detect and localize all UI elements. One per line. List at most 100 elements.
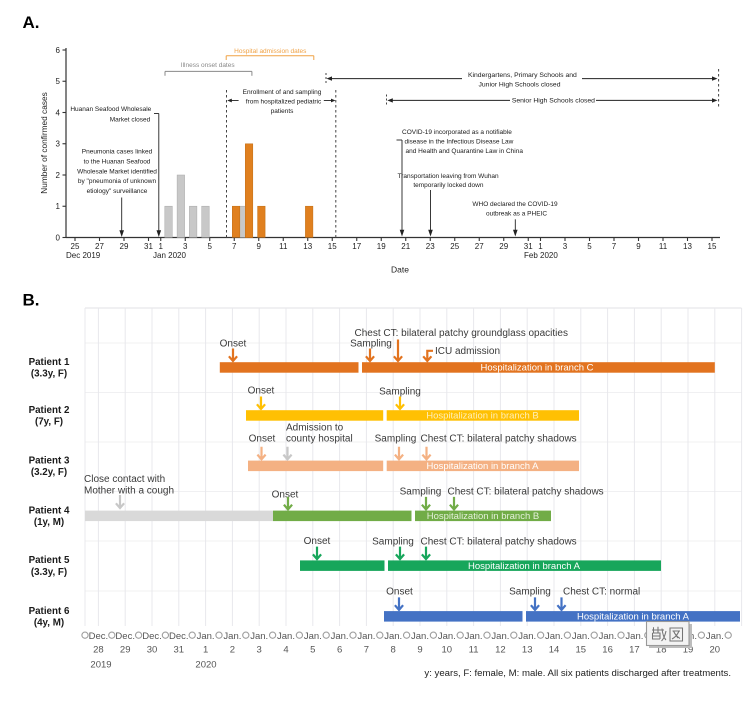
svg-text:Dec.: Dec. [115,631,135,642]
svg-text:9: 9 [257,242,262,251]
svg-text:Sampling: Sampling [400,487,442,498]
svg-text:Jan.: Jan. [331,631,349,642]
svg-text:25: 25 [71,242,80,251]
svg-text:Dec.: Dec. [89,631,109,642]
svg-text:Kindergartens, Primary Schools: Kindergartens, Primary Schools and [468,72,577,79]
svg-text:Date: Date [391,265,409,275]
svg-text:Number of confirmed cases: Number of confirmed cases [39,92,49,193]
svg-text:Jan.: Jan. [572,631,590,642]
svg-text:7: 7 [232,242,237,251]
svg-text:Chest CT: bilateral patchy sha: Chest CT: bilateral patchy shadows [421,537,577,548]
svg-text:19: 19 [377,242,386,251]
svg-text:3: 3 [56,140,61,149]
svg-text:23: 23 [426,242,435,251]
svg-text:Hospitalization in branch A: Hospitalization in branch A [427,461,540,472]
svg-text:(3.3y, F): (3.3y, F) [31,369,67,380]
svg-text:Patient 6: Patient 6 [29,606,70,617]
svg-text:Jan 2020: Jan 2020 [153,251,186,260]
svg-text:Hospitalization in branch B: Hospitalization in branch B [426,411,538,422]
svg-text:Patient 1: Patient 1 [29,357,70,368]
svg-text:11: 11 [469,645,479,656]
svg-text:14: 14 [549,645,560,656]
svg-text:Jan.: Jan. [357,631,375,642]
svg-text:0: 0 [56,233,61,242]
svg-text:Sampling: Sampling [375,434,417,445]
svg-text:9: 9 [636,242,641,251]
svg-text:etiology" surveillance: etiology" surveillance [87,188,148,195]
svg-text:10: 10 [442,645,453,656]
svg-text:Illness onset dates: Illness onset dates [181,62,236,69]
svg-text:Jan.: Jan. [223,631,241,642]
svg-text:ICU admission: ICU admission [435,346,500,357]
svg-text:Admission to: Admission to [286,423,344,434]
svg-text:5: 5 [208,242,213,251]
svg-text:1: 1 [538,242,543,251]
svg-text:21: 21 [401,242,410,251]
svg-text:Jan.: Jan. [465,631,483,642]
svg-text:28: 28 [93,645,104,656]
svg-text:3: 3 [183,242,188,251]
svg-text:7: 7 [364,645,369,656]
svg-text:29: 29 [499,242,508,251]
svg-text:Jan.: Jan. [411,631,429,642]
svg-text:Sampling: Sampling [350,339,392,350]
svg-text:1: 1 [159,242,164,251]
svg-text:temporarily locked down: temporarily locked down [413,182,483,189]
svg-text:13: 13 [683,242,692,251]
svg-text:11: 11 [659,242,668,251]
svg-text:patients: patients [271,108,295,115]
svg-text:(7y, F): (7y, F) [35,417,63,428]
svg-text:Wholesale Market identified: Wholesale Market identified [77,168,157,175]
svg-text:Chest CT: bilateral patchy sha: Chest CT: bilateral patchy shadows [448,487,604,498]
svg-text:29: 29 [120,645,131,656]
svg-text:Transportation leaving from Wu: Transportation leaving from Wuhan [398,173,500,180]
svg-text:Onset: Onset [386,587,413,598]
svg-text:17: 17 [629,645,640,656]
svg-text:Onset: Onset [304,536,331,547]
svg-text:Dec.: Dec. [142,631,162,642]
svg-text:(4y, M): (4y, M) [34,618,64,629]
svg-text:Jan.: Jan. [438,631,456,642]
svg-text:5: 5 [310,645,315,656]
svg-text:31: 31 [144,242,153,251]
svg-text:Senior High Schools closed: Senior High Schools closed [512,98,595,105]
svg-text:disease in the Infectious Dise: disease in the Infectious Disease Law [405,138,514,145]
svg-text:Pneumonia cases linked: Pneumonia cases linked [82,149,153,156]
svg-text:Dec.: Dec. [169,631,189,642]
svg-text:2019: 2019 [90,660,111,671]
svg-text:27: 27 [475,242,484,251]
svg-text:2: 2 [230,645,235,656]
svg-text:Jan.: Jan. [277,631,295,642]
svg-text:3: 3 [563,242,568,251]
svg-text:Hospitalization in branch A: Hospitalization in branch A [468,561,581,572]
svg-text:Hospitalization in branch C: Hospitalization in branch C [480,363,593,374]
svg-text:Sampling: Sampling [379,387,421,398]
svg-text:Onset: Onset [249,434,276,445]
svg-text:(3.2y, F): (3.2y, F) [31,467,67,478]
svg-text:5: 5 [56,77,61,86]
svg-text:19: 19 [683,645,694,656]
svg-text:17: 17 [352,242,361,251]
svg-text:Chest CT: bilateral patchy sha: Chest CT: bilateral patchy shadows [421,434,577,445]
svg-text:Jan.: Jan. [545,631,563,642]
svg-text:Jan.: Jan. [625,631,643,642]
svg-text:by "pneumonia of unknown: by "pneumonia of unknown [78,178,157,185]
svg-text:Patient 5: Patient 5 [29,555,70,566]
svg-text:11: 11 [279,242,288,251]
svg-text:31: 31 [524,242,533,251]
svg-text:COVID-19 incorporated as a not: COVID-19 incorporated as a notifiable [402,129,512,136]
svg-text:A.: A. [23,13,40,32]
svg-text:30: 30 [147,645,158,656]
svg-text:6: 6 [56,46,61,55]
svg-text:Huanan Seafood Wholesale: Huanan Seafood Wholesale [70,106,151,113]
svg-text:1: 1 [56,202,61,211]
svg-text:Mother with a cough: Mother with a cough [84,485,174,496]
svg-text:Close contact with: Close contact with [84,474,165,485]
svg-text:13: 13 [303,242,312,251]
svg-text:Jan.: Jan. [304,631,322,642]
svg-text:Hospital admission dates: Hospital admission dates [234,48,307,55]
svg-text:Sampling: Sampling [372,537,414,548]
svg-text:2020: 2020 [195,660,216,671]
svg-text:Chest CT: normal: Chest CT: normal [563,587,640,598]
svg-text:4: 4 [283,645,288,656]
